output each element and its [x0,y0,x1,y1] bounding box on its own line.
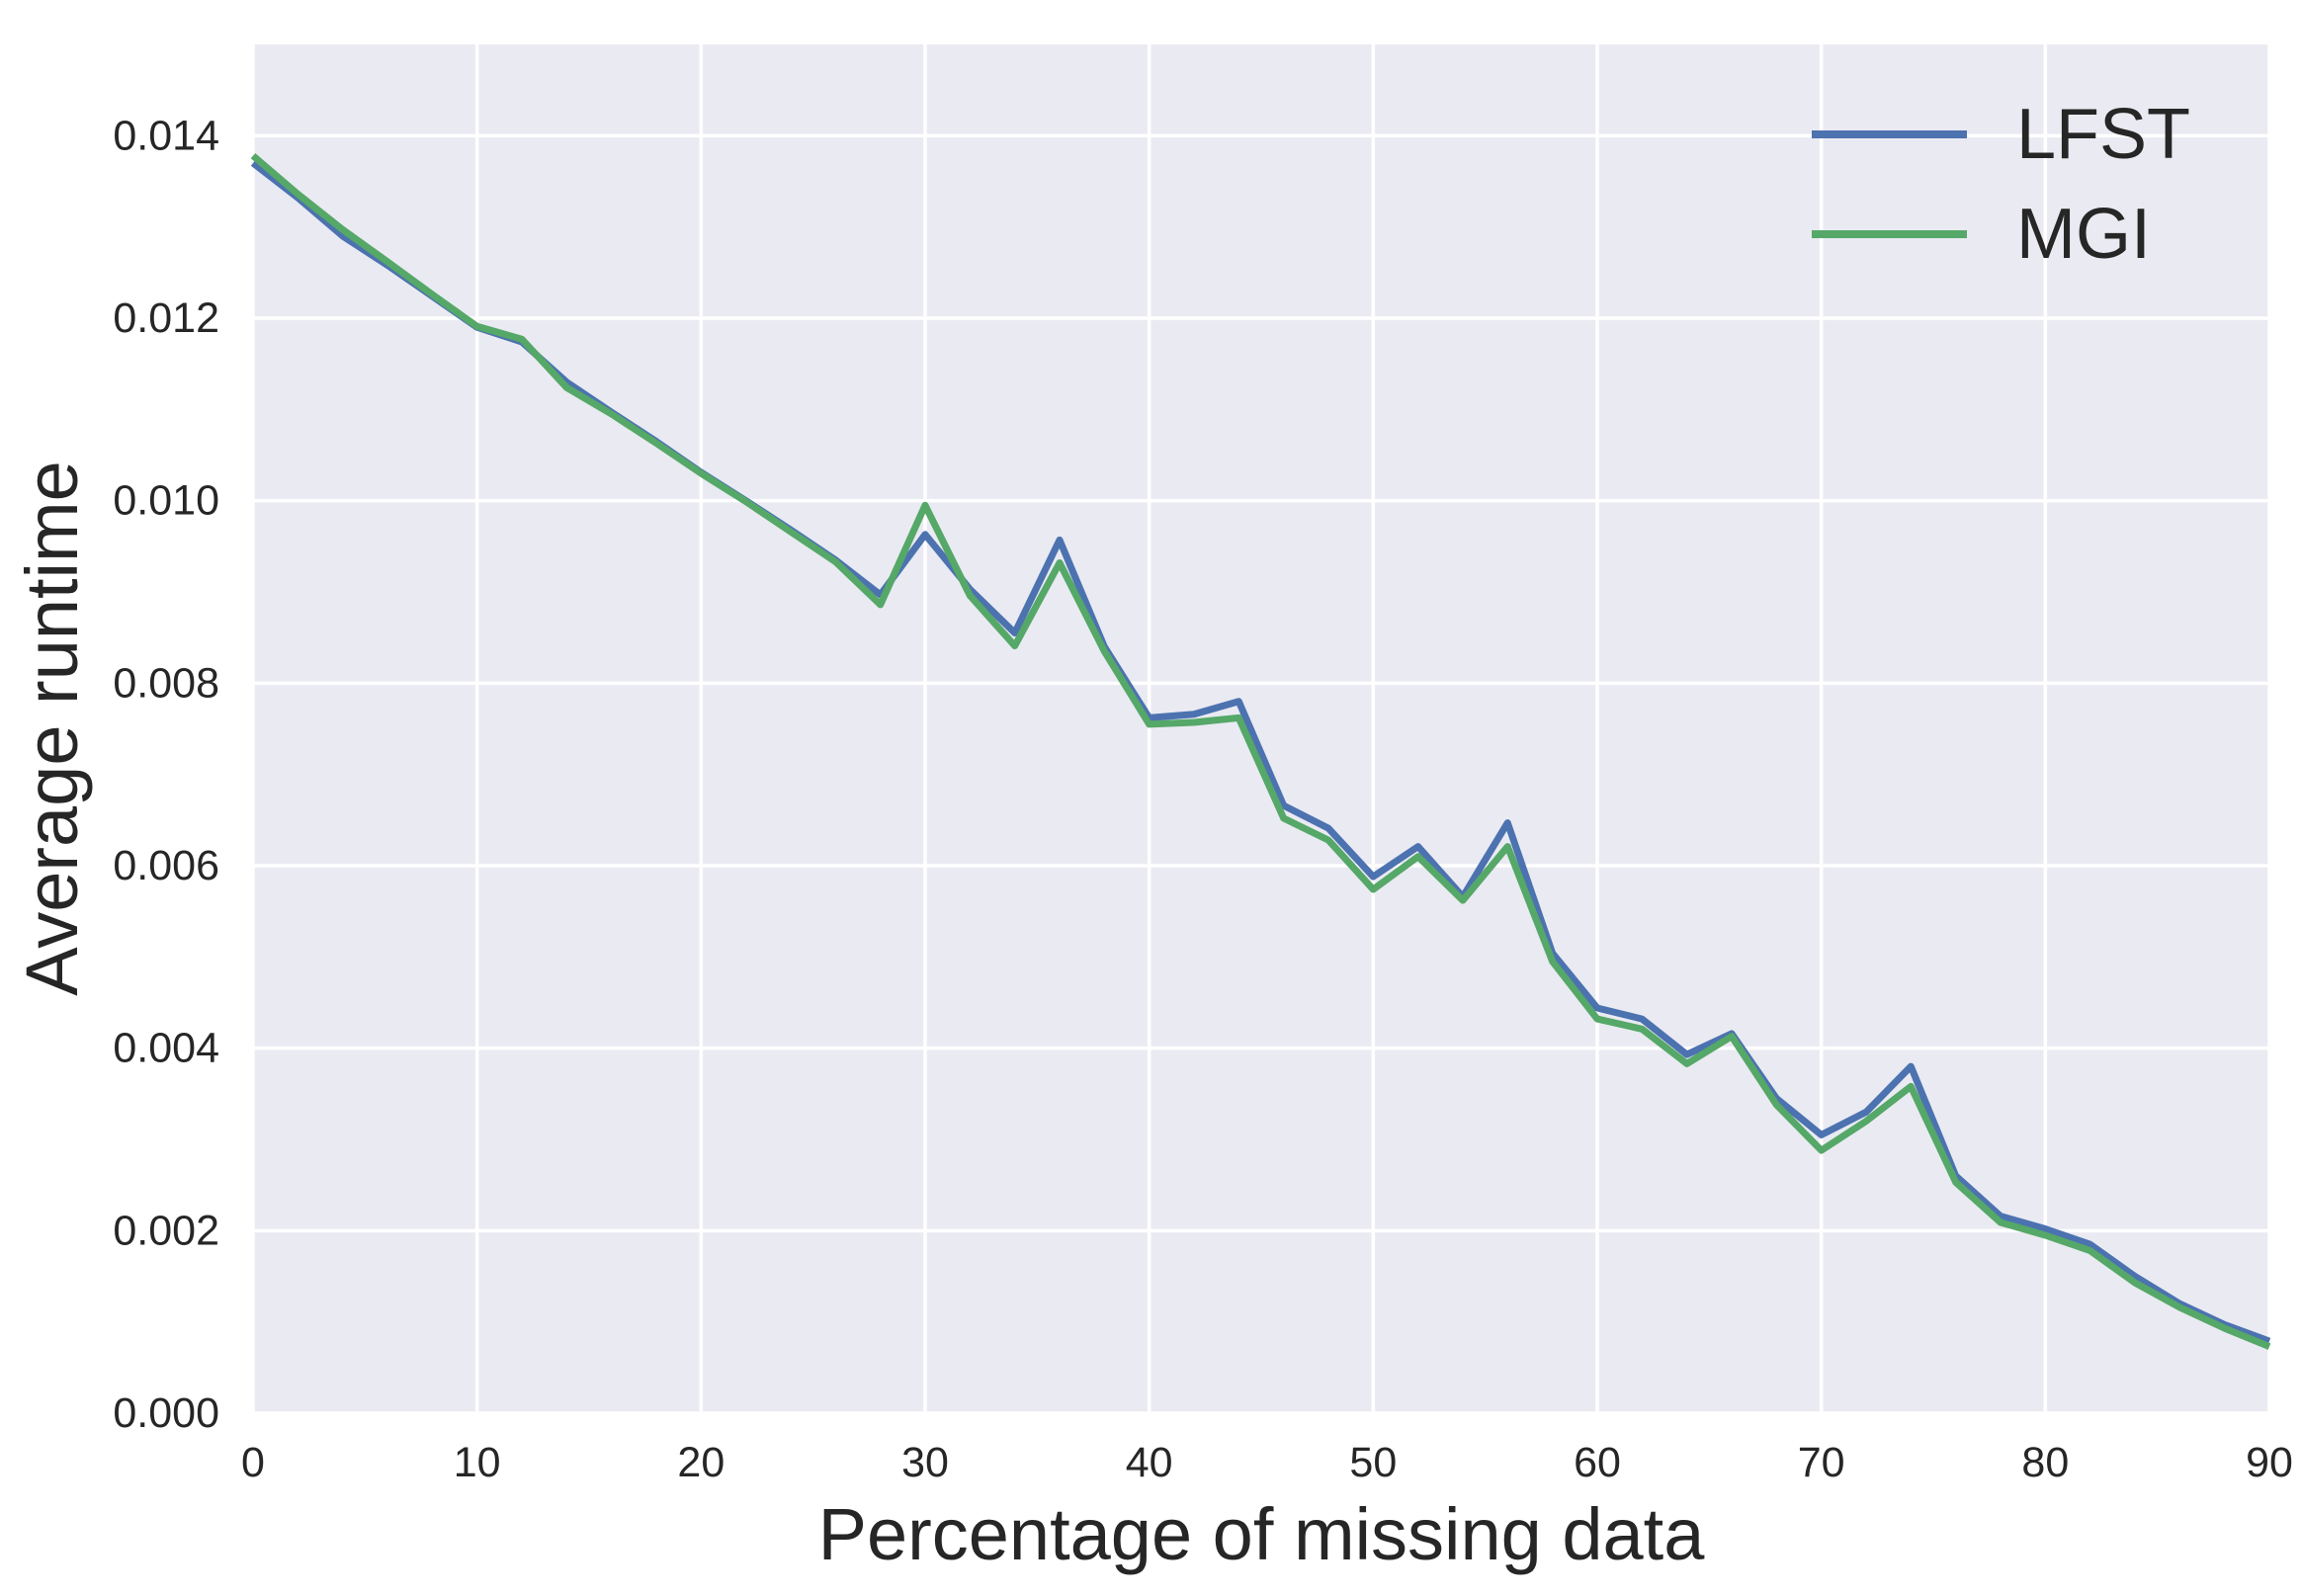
y-tick-label: 0.014 [113,112,219,159]
x-tick-label: 50 [1349,1439,1397,1486]
y-tick-label: 0.004 [113,1025,219,1072]
y-tick-label: 0.008 [113,659,219,707]
x-tick-label: 40 [1126,1439,1173,1486]
gridlines [251,44,2271,1415]
plot-background [253,44,2269,1413]
legend-label-mgi: MGI [2016,195,2151,274]
x-tick-label: 30 [901,1439,949,1486]
x-tick-label: 80 [2021,1439,2069,1486]
x-tick-labels: 0 10 20 30 40 50 60 70 80 90 [241,1439,2293,1486]
y-tick-label: 0.010 [113,477,219,525]
x-tick-label: 0 [241,1439,265,1486]
x-tick-label: 20 [677,1439,724,1486]
y-axis-label: Average runtime [11,461,93,996]
x-axis-label: Percentage of missing data [818,1493,1706,1575]
y-tick-label: 0.000 [113,1389,219,1437]
series-line-mgi [250,152,2271,1350]
x-tick-label: 70 [1798,1439,1845,1486]
x-tick-label: 10 [454,1439,501,1486]
y-tick-label: 0.006 [113,842,219,889]
x-tick-label: 90 [2246,1439,2293,1486]
y-tick-labels: 0.000 0.002 0.004 0.006 0.008 0.010 0.012 0.014 [113,112,219,1437]
x-tick-label: 60 [1574,1439,1621,1486]
y-tick-label: 0.012 [113,294,219,342]
y-tick-label: 0.002 [113,1207,219,1254]
legend-label-lfst: LFST [2016,95,2190,174]
legend: LFST MGI [1812,95,2190,274]
series-lines [250,152,2271,1350]
